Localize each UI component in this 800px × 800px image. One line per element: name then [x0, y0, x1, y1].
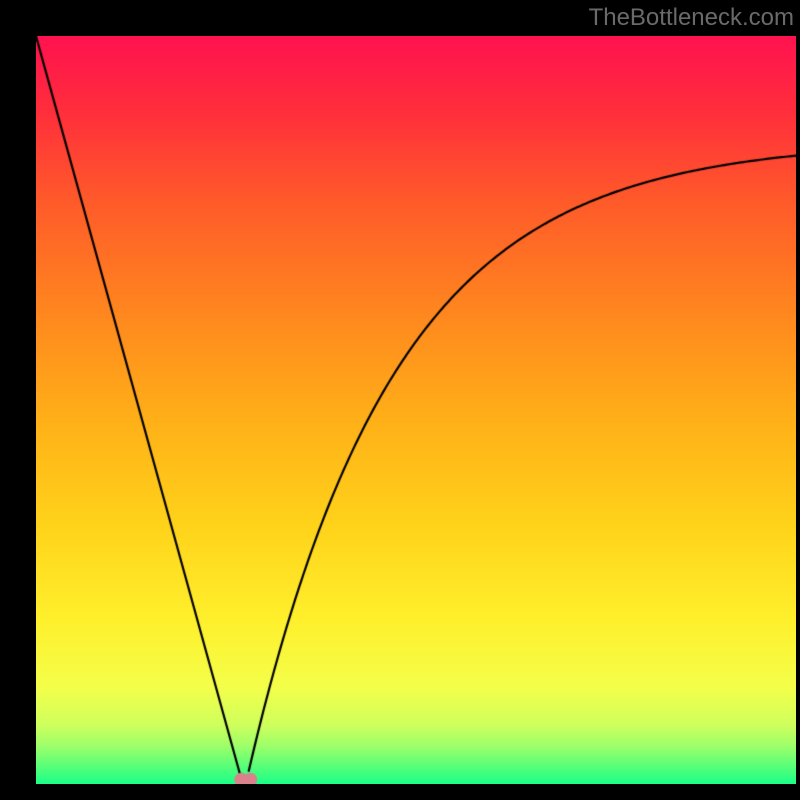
optimum-marker: [0, 0, 800, 800]
frame-right: [796, 0, 800, 800]
watermark-text: TheBottleneck.com: [589, 4, 794, 32]
frame-bottom: [0, 784, 800, 800]
frame-left: [0, 0, 36, 800]
